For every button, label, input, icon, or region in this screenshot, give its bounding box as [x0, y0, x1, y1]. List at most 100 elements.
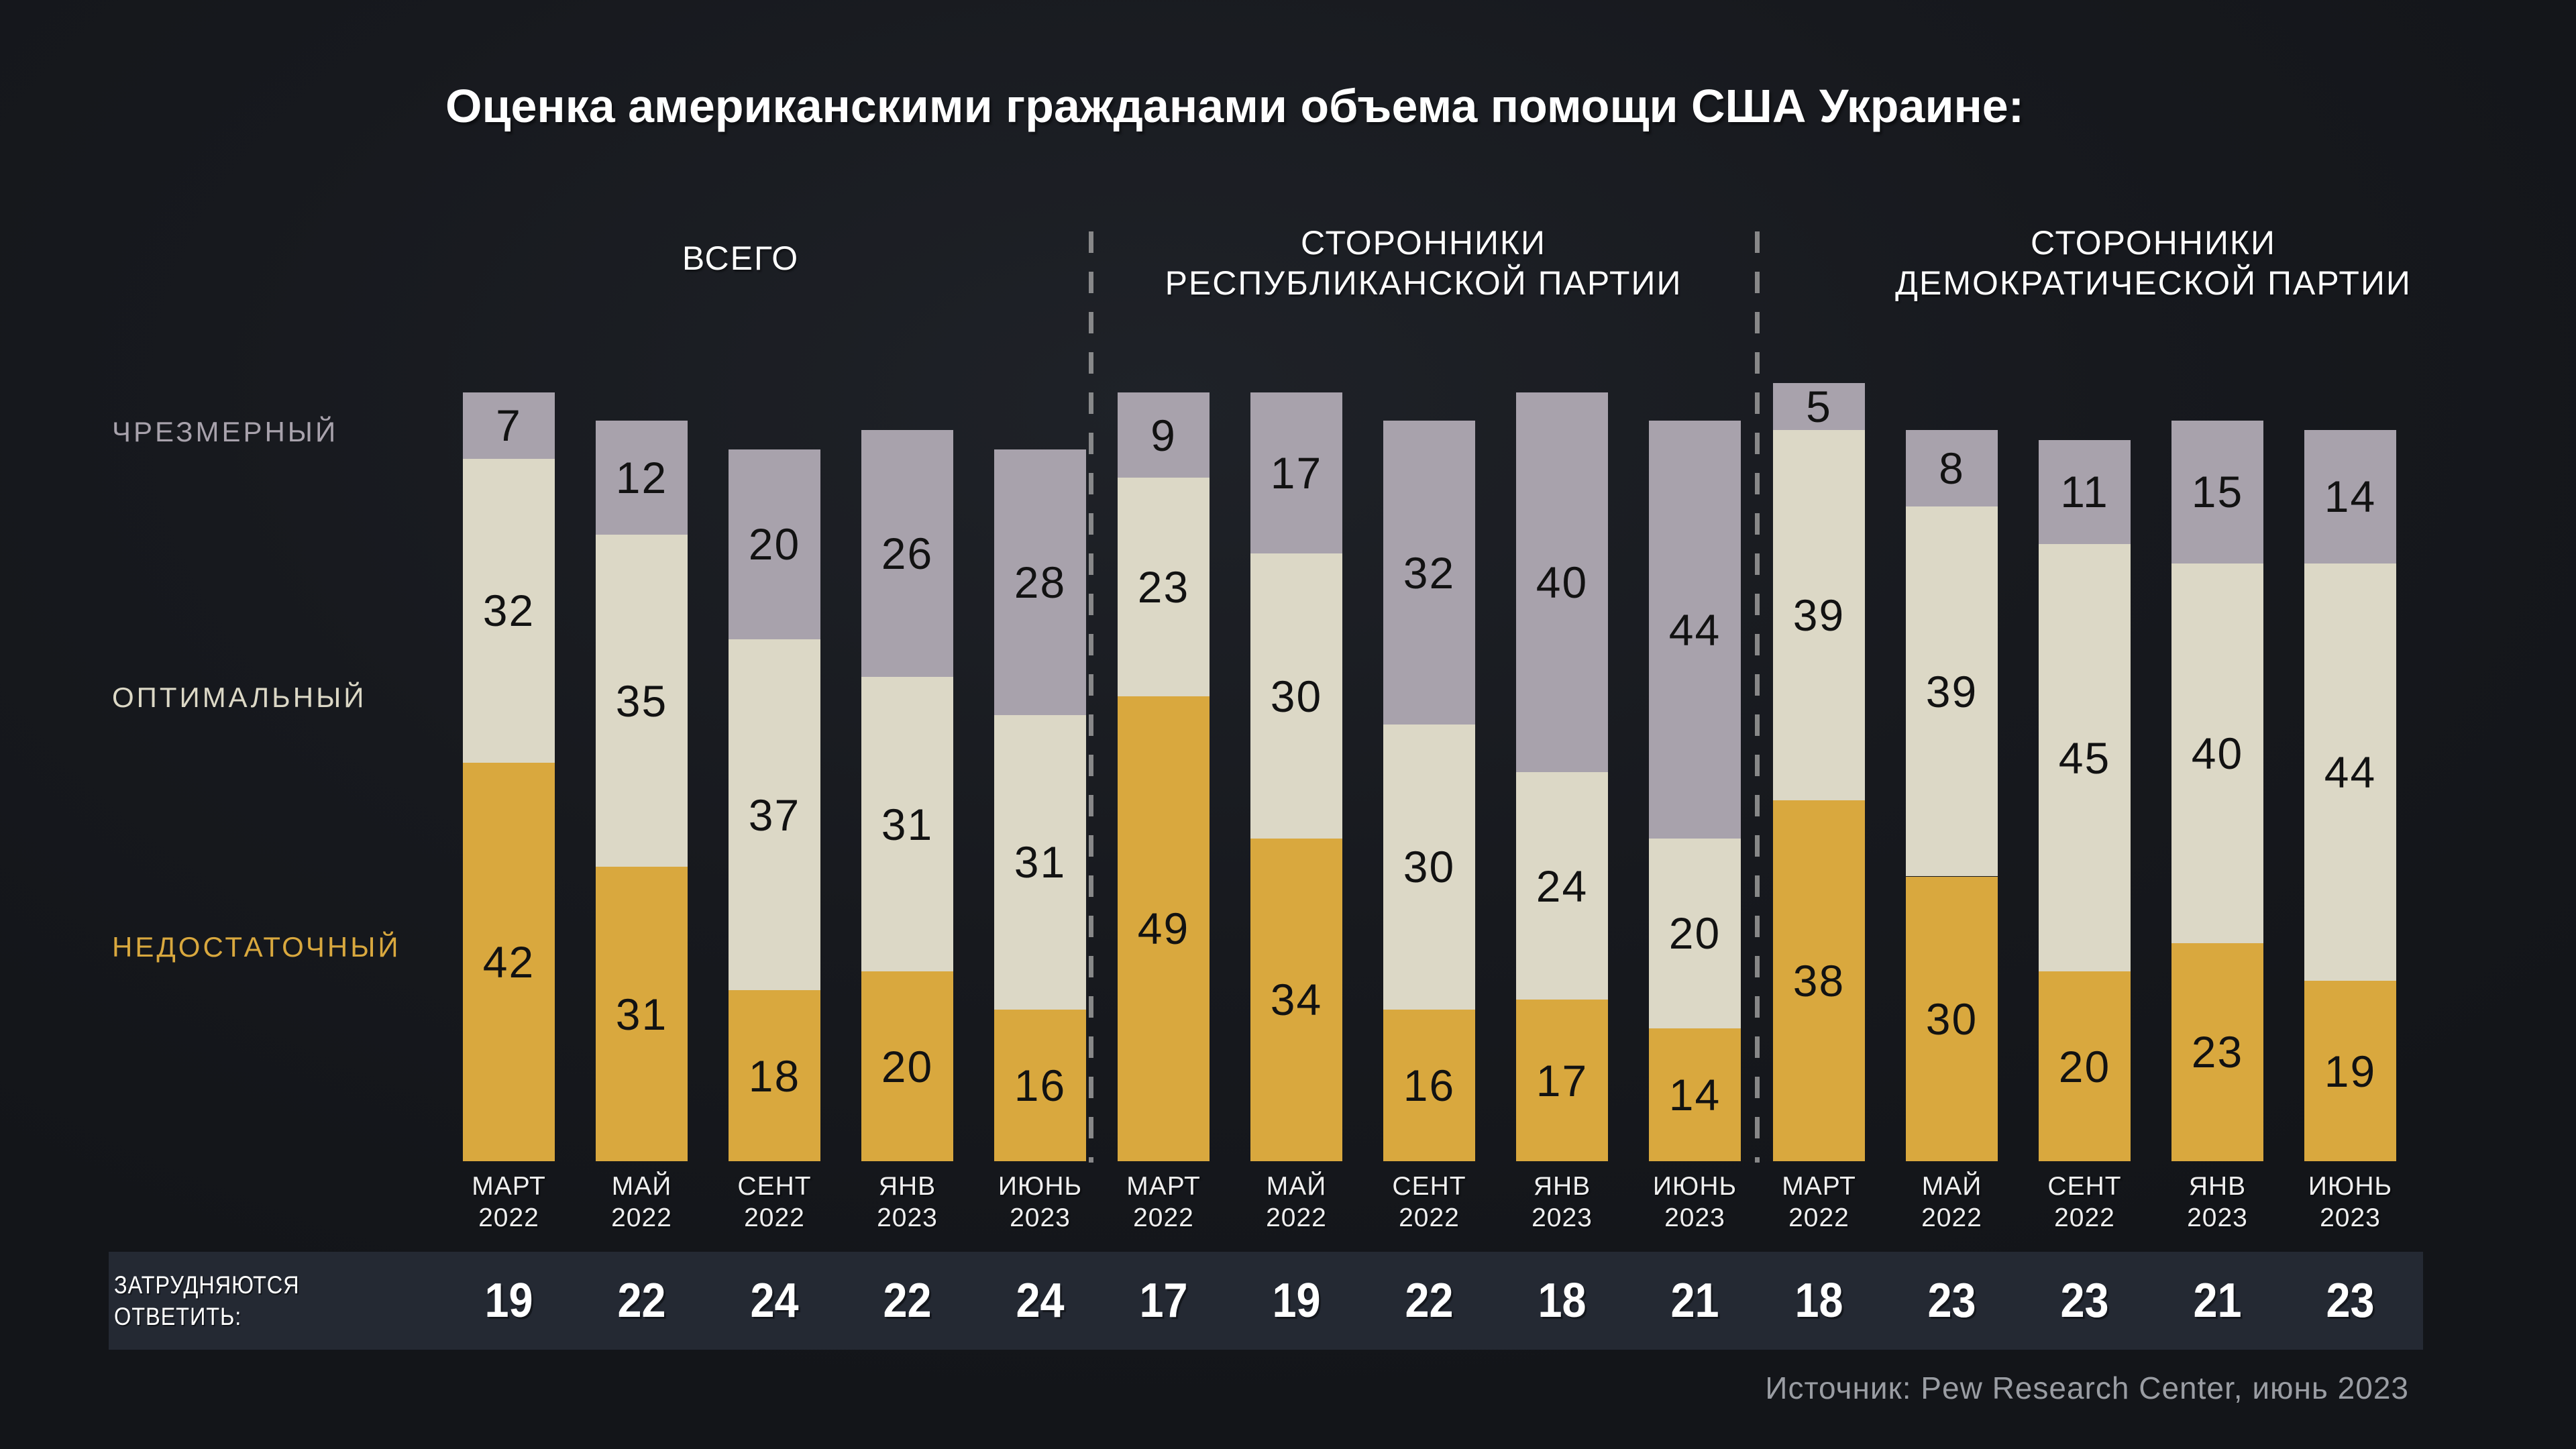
- source-credit: Источник: Pew Research Center, июнь 2023: [1765, 1371, 2409, 1405]
- no-answer-value: 21: [1670, 1274, 1719, 1328]
- month-label-month: ЯНВ: [878, 1172, 936, 1201]
- bar-value-label-optimal: 44: [2324, 747, 2377, 797]
- bar-value-label-insufficient: 49: [1137, 904, 1190, 954]
- month-label-year: 2022: [1133, 1203, 1194, 1232]
- month-label-month: СЕНТ: [737, 1172, 812, 1201]
- bar-value-label-excessive: 12: [615, 453, 668, 503]
- bar-value-label-excessive: 14: [2324, 472, 2377, 522]
- bar-value-label-optimal: 20: [1668, 908, 1721, 959]
- month-label-month: МАЙ: [611, 1172, 672, 1201]
- bar-segment-insufficient: [1250, 838, 1342, 1161]
- month-label: СЕНТ 2022: [702, 1171, 847, 1234]
- bar-value-label-optimal: 31: [1014, 837, 1067, 888]
- bar-value-label-optimal: 24: [1536, 861, 1589, 911]
- bar-segment-insufficient: [861, 971, 953, 1161]
- month-label-year: 2023: [2320, 1203, 2381, 1232]
- bar-segment-optimal: [463, 458, 555, 763]
- month-label-month: ИЮНЬ: [1652, 1172, 1737, 1201]
- bar-segment-optimal: [1516, 771, 1608, 1000]
- month-label: ИЮНЬ 2023: [1622, 1171, 1768, 1234]
- bar-value-label-insufficient: 19: [2324, 1046, 2377, 1096]
- bar-segment-optimal: [2304, 563, 2396, 981]
- no-answer-value: 19: [484, 1274, 533, 1328]
- month-label-year: 2023: [1010, 1203, 1071, 1232]
- bar-value-label-optimal: 30: [1403, 842, 1456, 892]
- bar-value-label-optimal: 39: [1925, 666, 1978, 716]
- month-label-month: МАРТ: [1126, 1172, 1201, 1201]
- bar-segment-insufficient: [994, 1009, 1086, 1161]
- bar-value-label-excessive: 8: [1939, 443, 1965, 494]
- bar-segment-insufficient: [2171, 943, 2263, 1161]
- bar-value-label-excessive: 17: [1270, 448, 1323, 498]
- bar-segment-insufficient: [2039, 971, 2131, 1161]
- month-label: ИЮНЬ 2023: [2277, 1171, 2423, 1234]
- group-header-1: ВСЕГО: [372, 213, 1110, 303]
- bar-value-label-excessive: 7: [496, 400, 522, 451]
- bar-segment-optimal: [1906, 506, 1998, 877]
- bar-value-label-optimal: 32: [482, 586, 535, 636]
- month-label-year: 2022: [611, 1203, 672, 1232]
- no-answer-label-line2: ОТВЕТИТЬ:: [114, 1303, 242, 1330]
- group-separator-2: [1755, 231, 1760, 1163]
- bar-value-label-optimal: 23: [1137, 561, 1190, 612]
- bar-segment-excessive: [1250, 392, 1342, 554]
- group-header-3: СТОРОННИКИ ДЕМОКРАТИЧЕСКОЙ ПАРТИИ: [1784, 213, 2522, 303]
- group-header-3-line-1: СТОРОННИКИ: [2031, 224, 2276, 262]
- no-answer-label: ЗАТРУДНЯЮТСЯ ОТВЕТИТЬ:: [114, 1252, 300, 1350]
- bar-value-label-excessive: 28: [1014, 557, 1067, 607]
- month-label-month: ИЮНЬ: [998, 1172, 1083, 1201]
- month-label-month: ЯНВ: [2188, 1172, 2247, 1201]
- no-answer-value: 18: [1538, 1274, 1587, 1328]
- month-label-month: СЕНТ: [1392, 1172, 1466, 1201]
- bar-value-label-excessive: 44: [1668, 604, 1721, 655]
- month-label: ИЮНЬ 2023: [967, 1171, 1113, 1234]
- bar-segment-insufficient: [1906, 876, 1998, 1161]
- bar-value-label-optimal: 45: [2058, 733, 2111, 783]
- bar-value-label-insufficient: 42: [482, 936, 535, 987]
- group-separator-1: [1089, 231, 1093, 1163]
- bar-segment-excessive: [1516, 392, 1608, 772]
- bar-value-label-excessive: 20: [748, 519, 801, 570]
- bar-value-label-optimal: 35: [615, 676, 668, 726]
- bar-value-label-insufficient: 17: [1536, 1055, 1589, 1106]
- bar-value-label-optimal: 31: [881, 799, 934, 849]
- month-label: ЯНВ 2023: [835, 1171, 980, 1234]
- bar-segment-excessive: [463, 392, 555, 459]
- bar-segment-optimal: [1118, 478, 1210, 696]
- bar-segment-optimal: [1649, 838, 1741, 1028]
- bar-value-label-excessive: 11: [2060, 467, 2109, 517]
- bar-value-label-insufficient: 18: [748, 1051, 801, 1101]
- month-label-year: 2022: [478, 1203, 539, 1232]
- bar-segment-insufficient: [1516, 1000, 1608, 1161]
- bar-segment-insufficient: [1773, 800, 1865, 1161]
- bar-value-label-insufficient: 14: [1668, 1069, 1721, 1120]
- month-label-year: 2023: [1664, 1203, 1725, 1232]
- legend-label-excessive: ЧРЕЗМЕРНЫЙ: [112, 416, 339, 447]
- bar-value-label-excessive: 9: [1150, 410, 1177, 460]
- no-answer-value: 22: [1405, 1274, 1454, 1328]
- bar-value-label-insufficient: 23: [2191, 1027, 2244, 1077]
- bar-segment-insufficient: [1649, 1028, 1741, 1161]
- group-header-1-line-1: ВСЕГО: [682, 239, 800, 277]
- month-label-month: СЕНТ: [2047, 1172, 2122, 1201]
- bar-segment-optimal: [1250, 553, 1342, 839]
- bar-value-label-insufficient: 20: [881, 1041, 934, 1091]
- bar-segment-excessive: [1383, 421, 1475, 725]
- month-label: МАРТ 2022: [1746, 1171, 1892, 1234]
- month-label-year: 2022: [1266, 1203, 1327, 1232]
- bar-value-label-insufficient: 31: [615, 989, 668, 1039]
- month-label: ЯНВ 2023: [2145, 1171, 2290, 1234]
- month-label-month: МАЙ: [1266, 1172, 1327, 1201]
- bar-value-label-insufficient: 16: [1014, 1060, 1067, 1110]
- no-answer-value: 19: [1272, 1274, 1321, 1328]
- bar-value-label-insufficient: 34: [1270, 975, 1323, 1025]
- bar-segment-excessive: [729, 449, 820, 639]
- no-answer-label-line1: ЗАТРУДНЯЮТСЯ: [114, 1271, 300, 1299]
- legend-label-optimal: ОПТИМАЛЬНЫЙ: [112, 682, 367, 713]
- group-header-3-line-2: ДЕМОКРАТИЧЕСКОЙ ПАРТИИ: [1895, 264, 2412, 302]
- no-answer-value: 22: [617, 1274, 666, 1328]
- no-answer-value: 18: [1794, 1274, 1843, 1328]
- month-label-month: МАРТ: [472, 1172, 546, 1201]
- bar-segment-optimal: [861, 677, 953, 971]
